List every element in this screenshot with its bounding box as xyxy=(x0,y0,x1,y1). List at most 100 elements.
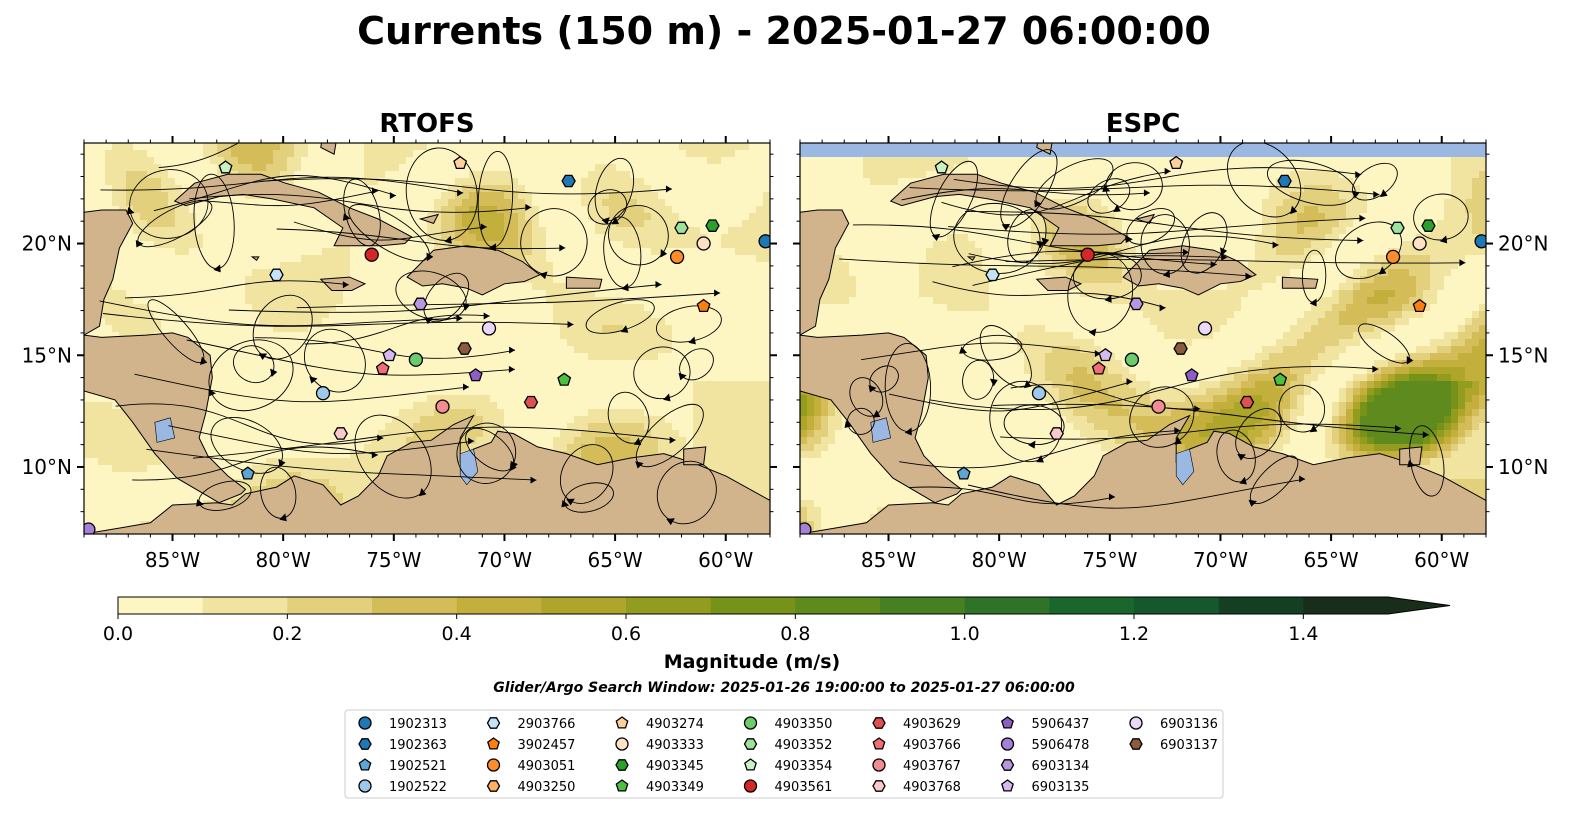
rtofs-field-cell xyxy=(595,367,603,375)
rtofs-field-cell xyxy=(126,276,134,284)
rtofs-field-cell xyxy=(203,493,211,501)
rtofs-field-cell xyxy=(287,171,295,179)
rtofs-field-cell xyxy=(511,213,519,221)
rtofs-field-cell xyxy=(574,374,582,382)
rtofs-field-cell xyxy=(595,213,603,221)
rtofs-field-cell xyxy=(679,402,687,410)
rtofs-field-cell xyxy=(658,269,666,277)
rtofs-field-cell xyxy=(581,318,589,326)
rtofs-field-cell xyxy=(273,143,281,151)
rtofs-field-cell xyxy=(721,227,729,235)
rtofs-field-cell xyxy=(539,353,547,361)
rtofs-field-cell xyxy=(511,171,519,179)
rtofs-field-cell xyxy=(147,283,155,291)
rtofs-field-cell xyxy=(147,479,155,487)
rtofs-field-cell xyxy=(448,311,456,319)
rtofs-field-cell xyxy=(742,283,750,291)
rtofs-field-cell xyxy=(602,185,610,193)
rtofs-field-cell xyxy=(266,388,274,396)
rtofs-field-cell xyxy=(637,241,645,249)
rtofs-field-cell xyxy=(763,465,770,473)
rtofs-field-cell xyxy=(399,255,407,263)
rtofs-field-cell xyxy=(315,430,323,438)
rtofs-field-cell xyxy=(574,388,582,396)
rtofs-field-cell xyxy=(154,143,162,151)
rtofs-field-cell xyxy=(588,213,596,221)
rtofs-field-cell xyxy=(616,360,624,368)
rtofs-field-cell xyxy=(588,262,596,270)
rtofs-field-cell xyxy=(609,241,617,249)
rtofs-field-cell xyxy=(658,234,666,242)
rtofs-field-cell xyxy=(210,311,218,319)
rtofs-field-cell xyxy=(644,241,652,249)
rtofs-field-cell xyxy=(315,276,323,284)
rtofs-field-cell xyxy=(574,220,582,228)
rtofs-field-cell xyxy=(224,157,232,165)
rtofs-field-cell xyxy=(217,360,225,368)
rtofs-field-cell xyxy=(581,241,589,249)
rtofs-field-cell xyxy=(679,192,687,200)
rtofs-field-cell xyxy=(742,458,750,466)
rtofs-field-cell xyxy=(329,255,337,263)
rtofs-field-cell xyxy=(392,171,400,179)
rtofs-field-cell xyxy=(567,255,575,263)
rtofs-field-cell xyxy=(364,318,372,326)
rtofs-field-cell xyxy=(665,346,673,354)
rtofs-field-cell xyxy=(616,409,624,417)
rtofs-field-cell xyxy=(448,213,456,221)
rtofs-field-cell xyxy=(133,143,141,151)
rtofs-field-cell xyxy=(322,311,330,319)
rtofs-field-cell xyxy=(357,318,365,326)
rtofs-field-cell xyxy=(420,325,428,333)
rtofs-field-cell xyxy=(119,451,127,459)
rtofs-field-cell xyxy=(119,325,127,333)
rtofs-field-cell xyxy=(714,402,722,410)
rtofs-field-cell xyxy=(497,192,505,200)
rtofs-field-cell xyxy=(245,374,253,382)
rtofs-field-cell xyxy=(532,234,540,242)
rtofs-field-cell xyxy=(714,437,722,445)
rtofs-field-cell xyxy=(651,339,659,347)
rtofs-field-cell xyxy=(518,430,526,438)
rtofs-field-cell xyxy=(217,409,225,417)
rtofs-field-cell xyxy=(588,290,596,298)
rtofs-field-cell xyxy=(203,437,211,445)
rtofs-field-cell xyxy=(532,416,540,424)
rtofs-field-cell xyxy=(441,318,449,326)
rtofs-field-cell xyxy=(210,262,218,270)
rtofs-field-cell xyxy=(357,388,365,396)
rtofs-field-cell xyxy=(371,269,379,277)
rtofs-field-cell xyxy=(728,318,736,326)
rtofs-field-cell xyxy=(210,164,218,172)
rtofs-field-cell xyxy=(329,297,337,305)
rtofs-field-cell xyxy=(308,402,316,410)
rtofs-field-cell xyxy=(588,402,596,410)
rtofs-field-cell xyxy=(371,304,379,312)
rtofs-field-cell xyxy=(735,290,743,298)
rtofs-field-cell xyxy=(119,241,127,249)
rtofs-field-cell xyxy=(301,234,309,242)
rtofs-field-cell xyxy=(119,437,127,445)
rtofs-field-cell xyxy=(350,332,358,340)
rtofs-field-cell xyxy=(392,388,400,396)
rtofs-field-cell xyxy=(462,332,470,340)
rtofs-field-cell xyxy=(756,150,764,158)
rtofs-field-cell xyxy=(420,290,428,298)
rtofs-field-cell xyxy=(749,276,757,284)
rtofs-field-cell xyxy=(266,451,274,459)
rtofs-field-cell xyxy=(301,388,309,396)
rtofs-field-cell xyxy=(119,248,127,256)
rtofs-field-cell xyxy=(91,402,99,410)
rtofs-field-cell xyxy=(329,374,337,382)
rtofs-field-cell xyxy=(371,206,379,214)
rtofs-field-cell xyxy=(581,353,589,361)
rtofs-field-cell xyxy=(511,318,519,326)
rtofs-field-cell xyxy=(602,143,610,151)
rtofs-field-cell xyxy=(441,360,449,368)
rtofs-field-cell xyxy=(455,318,463,326)
rtofs-field-cell xyxy=(308,430,316,438)
rtofs-field-cell xyxy=(693,150,701,158)
rtofs-field-cell xyxy=(616,304,624,312)
rtofs-field-cell xyxy=(105,290,113,298)
rtofs-field-cell xyxy=(539,346,547,354)
